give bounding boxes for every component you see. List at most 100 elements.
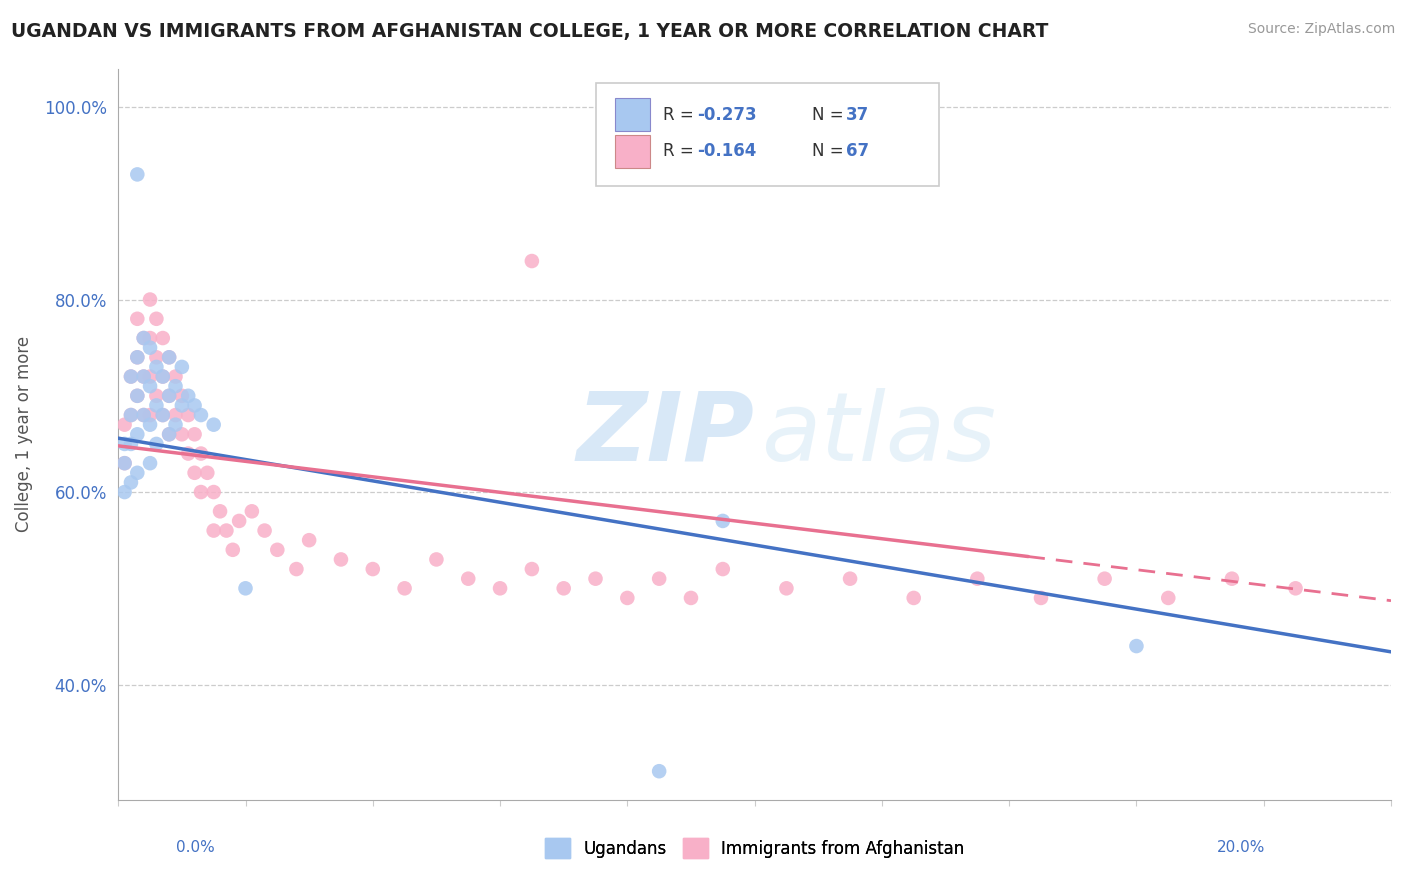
- Point: [114, 456, 136, 470]
- Point: [240, 504, 263, 518]
- Text: -0.164: -0.164: [697, 142, 756, 161]
- Point: [711, 514, 734, 528]
- Point: [132, 369, 155, 384]
- Point: [157, 427, 180, 442]
- Point: [1094, 572, 1116, 586]
- Point: [775, 582, 797, 596]
- Point: [585, 572, 607, 586]
- Point: [190, 408, 212, 422]
- Text: 20.0%: 20.0%: [1218, 840, 1265, 855]
- Point: [839, 572, 862, 586]
- Point: [132, 408, 155, 422]
- Point: [285, 562, 308, 576]
- Point: [114, 456, 136, 470]
- Point: [253, 524, 276, 538]
- Point: [202, 417, 225, 432]
- Point: [215, 524, 238, 538]
- Point: [127, 168, 149, 182]
- Point: [152, 331, 174, 345]
- Point: [170, 389, 193, 403]
- Text: UGANDAN VS IMMIGRANTS FROM AFGHANISTAN COLLEGE, 1 YEAR OR MORE CORRELATION CHART: UGANDAN VS IMMIGRANTS FROM AFGHANISTAN C…: [11, 22, 1049, 41]
- Point: [903, 591, 925, 605]
- Point: [1029, 591, 1052, 605]
- Point: [152, 408, 174, 422]
- Point: [679, 591, 702, 605]
- Point: [489, 582, 512, 596]
- Point: [520, 562, 543, 576]
- Text: R =: R =: [664, 105, 699, 124]
- Point: [139, 341, 162, 355]
- Legend: Ugandans, Immigrants from Afghanistan: Ugandans, Immigrants from Afghanistan: [538, 831, 972, 865]
- Point: [711, 562, 734, 576]
- Point: [120, 437, 142, 451]
- Point: [120, 369, 142, 384]
- Point: [266, 542, 288, 557]
- Point: [202, 524, 225, 538]
- Point: [1220, 572, 1243, 586]
- Point: [120, 408, 142, 422]
- Point: [222, 542, 245, 557]
- Point: [145, 389, 167, 403]
- Point: [145, 351, 167, 365]
- Point: [132, 369, 155, 384]
- Point: [127, 427, 149, 442]
- Point: [553, 582, 575, 596]
- Text: R =: R =: [664, 142, 699, 161]
- Point: [127, 466, 149, 480]
- Point: [139, 456, 162, 470]
- Point: [127, 351, 149, 365]
- Point: [190, 446, 212, 460]
- Point: [114, 485, 136, 500]
- Point: [157, 351, 180, 365]
- Point: [127, 351, 149, 365]
- Point: [139, 293, 162, 307]
- Text: N =: N =: [811, 105, 849, 124]
- FancyBboxPatch shape: [614, 135, 650, 168]
- Point: [157, 389, 180, 403]
- Point: [145, 437, 167, 451]
- Point: [202, 485, 225, 500]
- Point: [152, 369, 174, 384]
- Point: [648, 572, 671, 586]
- Point: [139, 369, 162, 384]
- Point: [145, 399, 167, 413]
- Point: [966, 572, 988, 586]
- Point: [127, 311, 149, 326]
- Point: [209, 504, 232, 518]
- Point: [457, 572, 479, 586]
- Point: [190, 485, 212, 500]
- Point: [120, 408, 142, 422]
- Point: [361, 562, 384, 576]
- Text: N =: N =: [811, 142, 849, 161]
- Point: [298, 533, 321, 548]
- Point: [1157, 591, 1180, 605]
- Point: [139, 331, 162, 345]
- Point: [152, 369, 174, 384]
- Point: [132, 408, 155, 422]
- FancyBboxPatch shape: [596, 83, 939, 186]
- Point: [165, 408, 187, 422]
- Point: [132, 331, 155, 345]
- Point: [145, 311, 167, 326]
- Point: [1125, 639, 1147, 653]
- Point: [170, 427, 193, 442]
- Point: [157, 351, 180, 365]
- Point: [183, 466, 205, 480]
- FancyBboxPatch shape: [614, 98, 650, 131]
- Point: [1284, 582, 1306, 596]
- Point: [394, 582, 416, 596]
- Point: [165, 369, 187, 384]
- Point: [165, 417, 187, 432]
- Point: [195, 466, 218, 480]
- Point: [183, 427, 205, 442]
- Point: [132, 331, 155, 345]
- Point: [616, 591, 638, 605]
- Point: [165, 379, 187, 393]
- Point: [648, 764, 671, 779]
- Point: [157, 427, 180, 442]
- Point: [170, 359, 193, 374]
- Text: atlas: atlas: [761, 388, 995, 481]
- Point: [177, 389, 200, 403]
- Point: [139, 417, 162, 432]
- Point: [139, 379, 162, 393]
